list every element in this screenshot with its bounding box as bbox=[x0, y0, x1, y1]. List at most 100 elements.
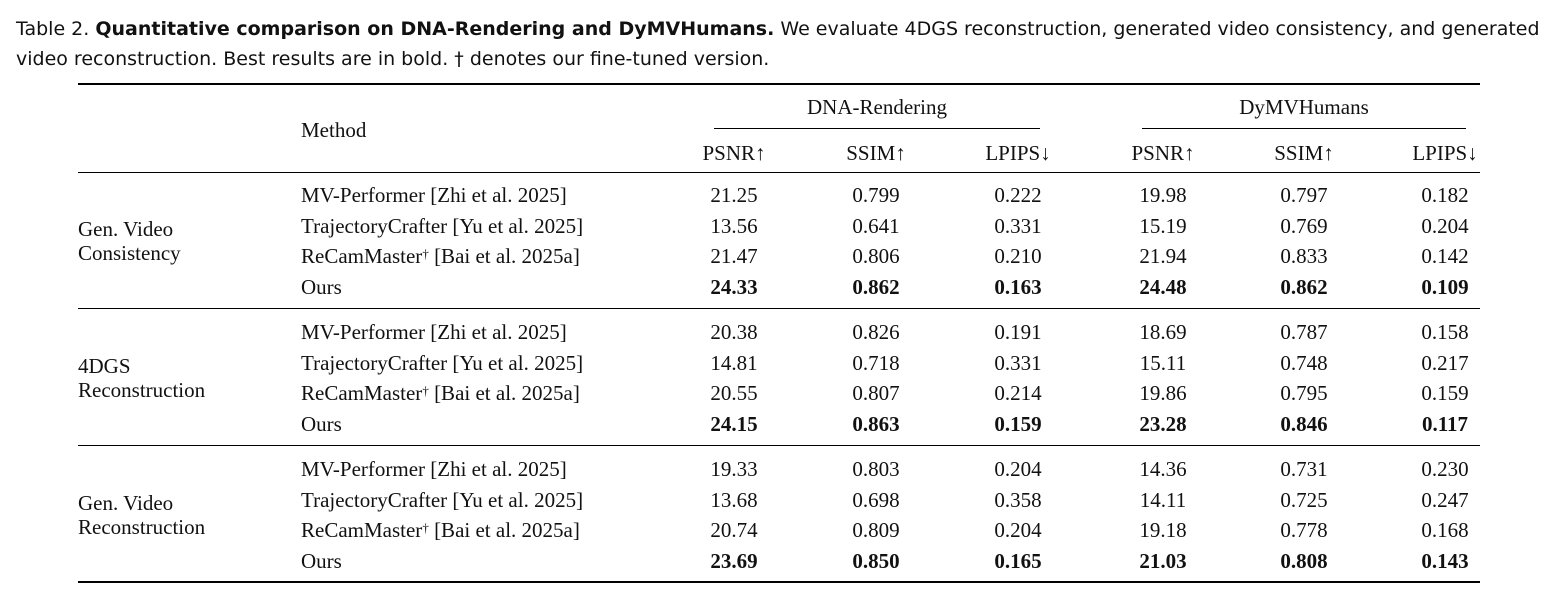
group-label-line: 4DGS bbox=[78, 353, 131, 378]
value-cell: 23.69 bbox=[710, 548, 758, 573]
method-name: TrajectoryCrafter bbox=[301, 487, 448, 512]
value-cell: 19.98 bbox=[1139, 183, 1187, 207]
method-citation: [Zhi et al. 2025] bbox=[430, 183, 567, 207]
method-name: MV-Performer bbox=[301, 183, 426, 207]
value-cell: 0.191 bbox=[994, 320, 1042, 344]
value-cell: 15.11 bbox=[1139, 350, 1187, 375]
value-cell: 14.36 bbox=[1139, 457, 1187, 481]
value-cell: 0.158 bbox=[1421, 320, 1469, 344]
value-cell: 0.182 bbox=[1421, 183, 1469, 207]
method-name: ReCamMaster bbox=[301, 381, 423, 405]
dymvhumans-underline bbox=[1142, 128, 1466, 129]
value-cell: 0.159 bbox=[994, 411, 1042, 436]
method-header: Method bbox=[301, 118, 367, 142]
group-label-line: Reconstruction bbox=[78, 514, 206, 539]
value-cell: 19.33 bbox=[710, 457, 758, 481]
value-cell: 0.358 bbox=[994, 487, 1042, 512]
value-cell: 0.247 bbox=[1421, 487, 1469, 512]
method-citation: [Zhi et al. 2025] bbox=[430, 320, 567, 344]
group-label-line: Reconstruction bbox=[78, 377, 206, 402]
metric-header: SSIM↑ bbox=[1274, 141, 1334, 165]
value-cell: 13.68 bbox=[710, 487, 758, 512]
value-cell: 0.809 bbox=[852, 518, 900, 542]
value-cell: 0.222 bbox=[994, 183, 1042, 207]
value-cell: 0.109 bbox=[1421, 274, 1469, 299]
method-name: TrajectoryCrafter bbox=[301, 213, 448, 238]
value-cell: 0.230 bbox=[1421, 457, 1469, 481]
dagger-mark: † bbox=[422, 383, 429, 398]
method-cell: TrajectoryCrafter [Yu et al. 2025] bbox=[301, 213, 583, 239]
method-cell: TrajectoryCrafter [Yu et al. 2025] bbox=[301, 487, 583, 513]
dagger-mark: † bbox=[422, 246, 429, 261]
dagger-mark: † bbox=[422, 520, 429, 535]
header-rule bbox=[78, 172, 1480, 173]
value-cell: 0.725 bbox=[1280, 487, 1328, 512]
method-name: MV-Performer bbox=[301, 320, 426, 344]
method-name: ReCamMaster bbox=[301, 518, 423, 542]
value-cell: 0.803 bbox=[852, 457, 900, 481]
value-cell: 0.204 bbox=[1421, 213, 1469, 238]
value-cell: 0.797 bbox=[1280, 183, 1328, 207]
value-cell: 0.217 bbox=[1421, 350, 1469, 375]
group-label-line: Gen. Video bbox=[78, 490, 174, 515]
value-cell: 0.833 bbox=[1280, 244, 1328, 268]
method-citation: [Bai et al. 2025a] bbox=[434, 518, 580, 542]
method-citation: [Yu et al. 2025] bbox=[452, 213, 584, 238]
value-cell: 0.204 bbox=[994, 457, 1042, 481]
value-cell: 0.850 bbox=[852, 548, 900, 573]
value-cell: 0.863 bbox=[852, 411, 900, 436]
value-cell: 14.11 bbox=[1139, 487, 1187, 512]
value-cell: 0.769 bbox=[1280, 213, 1328, 238]
value-cell: 20.74 bbox=[710, 518, 758, 542]
caption-text: We evaluate 4DGS reconstruction, generat… bbox=[16, 18, 1540, 70]
group-label: Gen. Video Consistency bbox=[78, 217, 181, 265]
method-name: ReCamMaster bbox=[301, 244, 423, 268]
value-cell: 0.846 bbox=[1280, 411, 1328, 436]
method-name: Ours bbox=[301, 411, 342, 436]
method-cell: Ours bbox=[301, 274, 342, 300]
value-cell: 0.862 bbox=[852, 274, 900, 299]
dataset-header-dna-rendering: DNA-Rendering bbox=[807, 95, 947, 119]
value-cell: 0.143 bbox=[1421, 548, 1469, 573]
method-citation: [Yu et al. 2025] bbox=[452, 350, 584, 375]
value-cell: 0.799 bbox=[852, 183, 900, 207]
value-cell: 0.159 bbox=[1421, 381, 1469, 405]
value-cell: 0.807 bbox=[852, 381, 900, 405]
value-cell: 0.862 bbox=[1280, 274, 1328, 299]
value-cell: 0.168 bbox=[1421, 518, 1469, 542]
method-cell: Ours bbox=[301, 411, 342, 437]
method-citation: [Bai et al. 2025a] bbox=[434, 244, 580, 268]
value-cell: 0.331 bbox=[994, 350, 1042, 375]
value-cell: 18.69 bbox=[1139, 320, 1187, 344]
value-cell: 0.778 bbox=[1280, 518, 1328, 542]
method-name: Ours bbox=[301, 274, 342, 299]
metric-header: PSNR↑ bbox=[702, 141, 766, 165]
value-cell: 19.86 bbox=[1139, 381, 1187, 405]
metric-header: SSIM↑ bbox=[846, 141, 906, 165]
value-cell: 0.795 bbox=[1280, 381, 1328, 405]
method-cell: ReCamMaster† [Bai et al. 2025a] bbox=[301, 380, 580, 406]
method-cell: TrajectoryCrafter [Yu et al. 2025] bbox=[301, 350, 583, 376]
value-cell: 0.806 bbox=[852, 244, 900, 268]
value-cell: 24.15 bbox=[710, 411, 758, 436]
value-cell: 0.641 bbox=[852, 213, 900, 238]
value-cell: 20.55 bbox=[710, 381, 758, 405]
method-cell: ReCamMaster† [Bai et al. 2025a] bbox=[301, 517, 580, 543]
value-cell: 0.117 bbox=[1421, 411, 1469, 436]
method-cell: ReCamMaster† [Bai et al. 2025a] bbox=[301, 243, 580, 269]
value-cell: 21.47 bbox=[710, 244, 758, 268]
value-cell: 24.48 bbox=[1139, 274, 1187, 299]
value-cell: 0.214 bbox=[994, 381, 1042, 405]
method-cell: Ours bbox=[301, 548, 342, 574]
value-cell: 21.03 bbox=[1139, 548, 1187, 573]
value-cell: 0.718 bbox=[852, 350, 900, 375]
value-cell: 0.808 bbox=[1280, 548, 1328, 573]
value-cell: 13.56 bbox=[710, 213, 758, 238]
value-cell: 20.38 bbox=[710, 320, 758, 344]
method-citation: [Zhi et al. 2025] bbox=[430, 457, 567, 481]
group-rule-2 bbox=[78, 445, 1480, 446]
method-cell: MV-Performer [Zhi et al. 2025] bbox=[301, 182, 567, 208]
value-cell: 23.28 bbox=[1139, 411, 1187, 436]
value-cell: 21.94 bbox=[1139, 244, 1187, 268]
